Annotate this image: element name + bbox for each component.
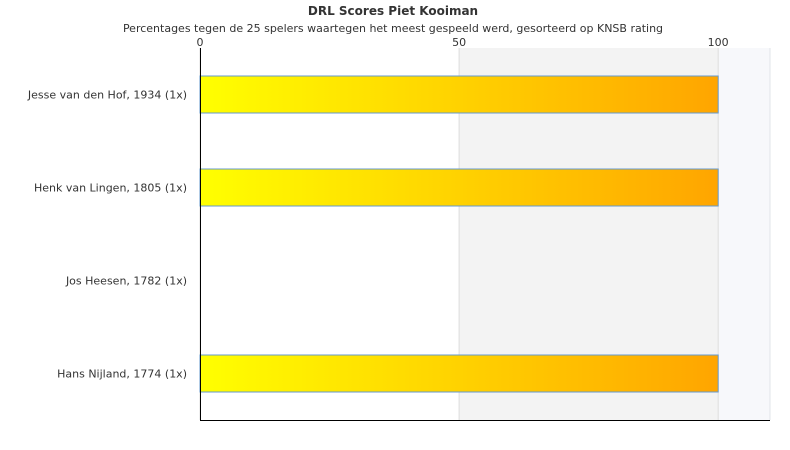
chart-title: DRL Scores Piet Kooiman xyxy=(307,4,479,18)
chart-subtitle: Percentages tegen de 25 spelers waartege… xyxy=(122,22,664,35)
x-tick-label: 100 xyxy=(708,36,729,49)
bar xyxy=(199,354,719,393)
category-label: Henk van Lingen, 1805 (1x) xyxy=(34,182,187,195)
bar xyxy=(199,75,719,114)
category-label: Jos Heesen, 1782 (1x) xyxy=(65,275,187,288)
grid-band xyxy=(718,48,770,420)
category-label: Hans Nijland, 1774 (1x) xyxy=(57,368,187,381)
category-label: Jesse van den Hof, 1934 (1x) xyxy=(27,89,187,102)
x-tick-label: 50 xyxy=(452,36,466,49)
bar xyxy=(199,168,719,207)
x-tick-label: 0 xyxy=(197,36,204,49)
